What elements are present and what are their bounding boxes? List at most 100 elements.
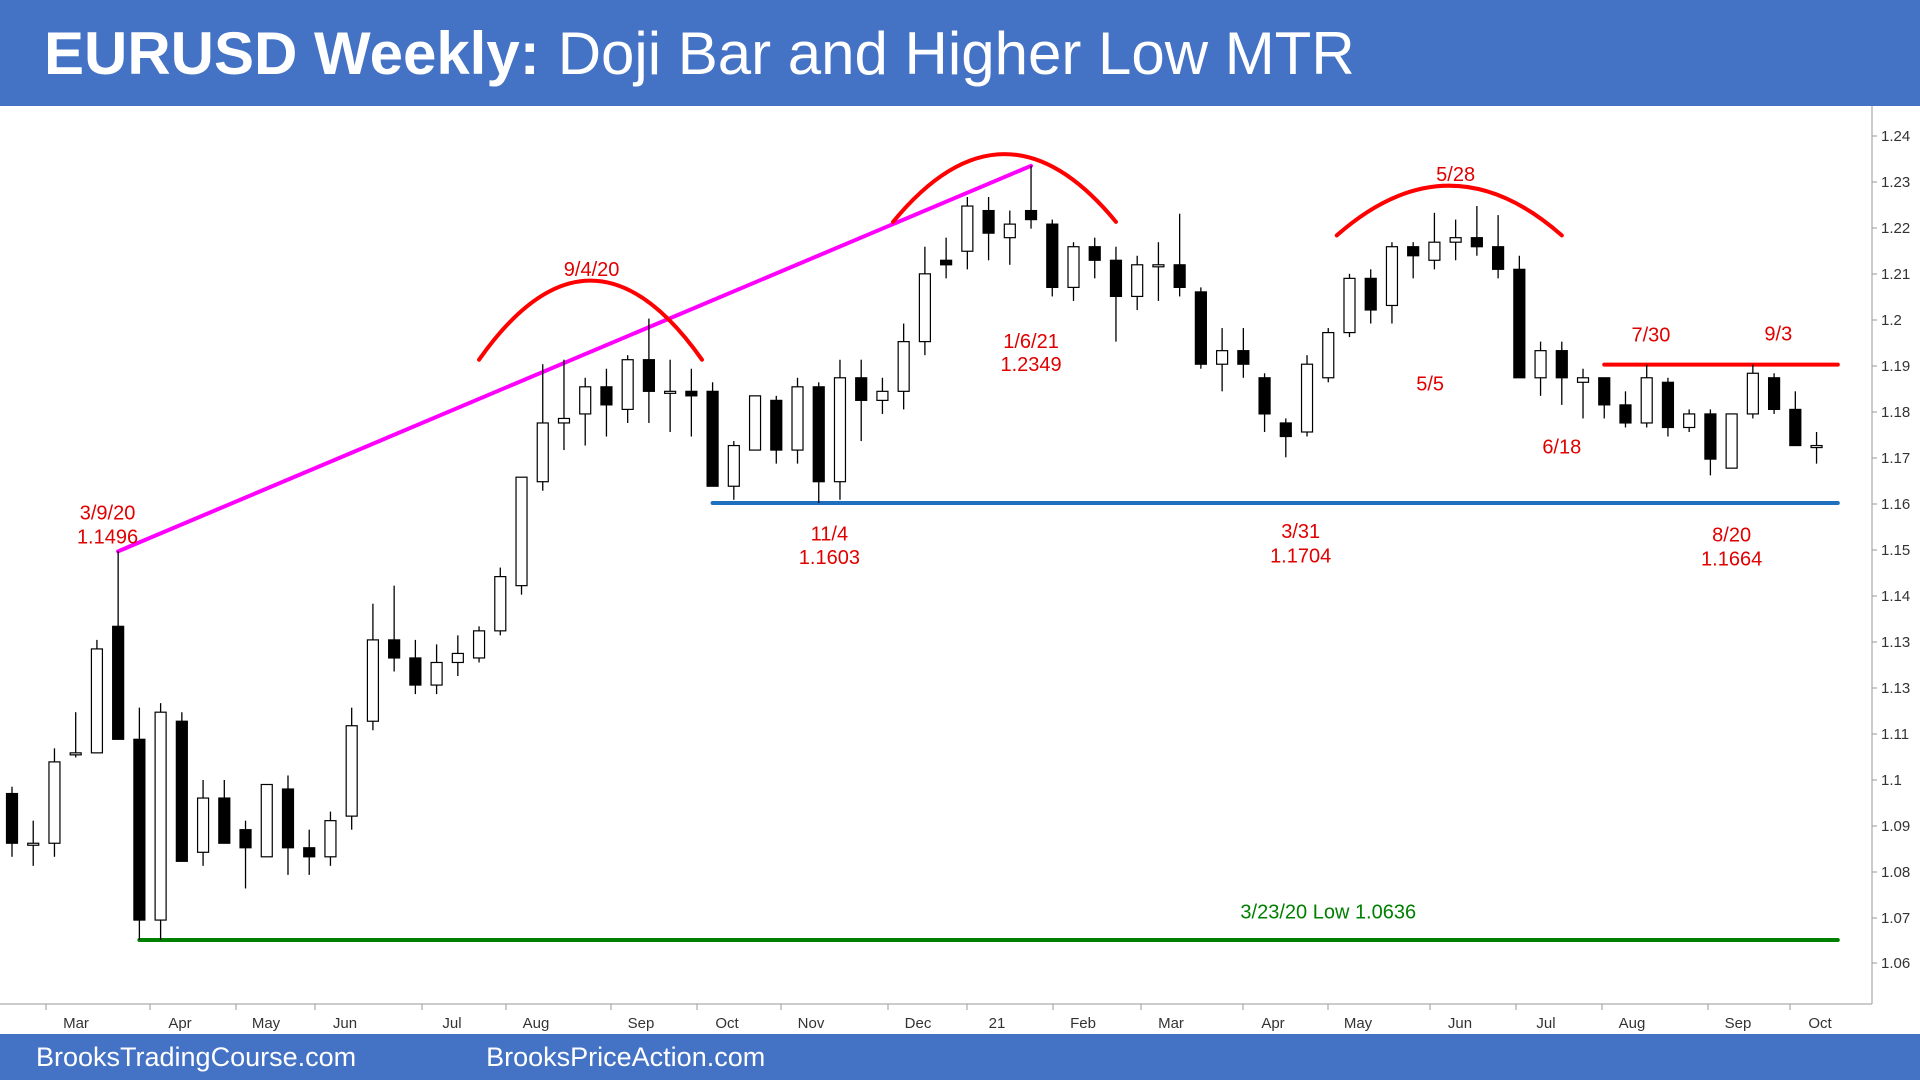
candle-body-bear: [1513, 268, 1526, 379]
arc-sep-2020: [477, 278, 704, 362]
x-tick-label: Sep: [1725, 1015, 1752, 1032]
y-tick-label: 1.19: [1881, 358, 1910, 375]
candle-body-bear: [239, 829, 252, 849]
candle-body-bull: [876, 390, 889, 401]
candle-body-bear: [1767, 377, 1781, 411]
candle-body-bull: [579, 386, 592, 415]
x-tick-label: Jul: [442, 1015, 461, 1032]
candle-body-bear: [1109, 259, 1123, 298]
y-tick-label: 1.2: [1881, 312, 1902, 329]
candle-body-bear: [770, 399, 783, 451]
candle-body-bear: [855, 377, 868, 401]
candle-body-bull: [1300, 363, 1314, 433]
x-tick-label: Jun: [333, 1015, 357, 1032]
x-tick-label: May: [252, 1015, 281, 1032]
footer-link-brookspriceaction[interactable]: BrooksPriceAction.com: [486, 1041, 766, 1072]
candle-body-bear: [1258, 377, 1271, 415]
candle-body-bull: [1810, 444, 1823, 449]
x-tick-label: Aug: [523, 1015, 550, 1032]
y-tick-label: 1.08: [1881, 864, 1910, 881]
x-tick-label: Jun: [1448, 1015, 1472, 1032]
candle-body-bull: [1216, 350, 1229, 365]
annotation-label: 3/9/20: [80, 503, 136, 525]
y-tick-label: 1.22: [1881, 220, 1910, 237]
candle-body-bull: [1576, 377, 1590, 383]
x-tick-label: Dec: [905, 1015, 932, 1032]
candle-body-bull: [69, 752, 82, 756]
candle-body-bull: [961, 205, 974, 252]
candle-body-bear: [112, 625, 125, 740]
candle-body-bear: [1407, 246, 1420, 257]
footer-link-brookstradingcourse[interactable]: BrooksTradingCourse.com: [36, 1041, 357, 1072]
candle-body-bull: [345, 725, 358, 817]
candle-body-bear: [1704, 413, 1717, 460]
x-tick-label: Aug: [1619, 1015, 1646, 1032]
candle-body-bull: [833, 377, 847, 483]
y-tick-label: 1.18: [1881, 404, 1910, 421]
y-tick-label: 1.07: [1881, 910, 1910, 927]
candlestick-chart: 1.24 1.23 1.22 1.21 1.2 1.19 1.18 1.17 1.16 1.15 1…: [0, 106, 1910, 1032]
y-tick-label: 1.21: [1881, 266, 1910, 283]
annotation-label: 3/23/20 Low 1.0636: [1240, 901, 1416, 923]
candle-body-bull: [748, 395, 762, 451]
annotation-label: 3/31: [1281, 521, 1320, 543]
annotation-label: 1.1704: [1270, 546, 1331, 568]
candle-body-bear: [940, 259, 953, 266]
candle-body-bear: [982, 209, 995, 234]
candle-body-bear: [175, 720, 188, 862]
x-tick-label: Oct: [715, 1015, 739, 1032]
candle-body-bear: [133, 738, 146, 921]
annotation-label: 9/4/20: [564, 259, 620, 281]
annotation-label: 5/28: [1436, 164, 1475, 186]
annotation-label: 6/18: [1542, 437, 1581, 459]
candle-body-bull: [1534, 350, 1547, 379]
footer-bar: BrooksTradingCourse.com BrooksPriceActio…: [0, 1034, 1920, 1080]
candle-body-bull: [430, 661, 443, 686]
candle-body-bull: [727, 444, 740, 487]
candle-body-bear: [1279, 422, 1292, 438]
y-tick-label: 1.15: [1881, 542, 1910, 559]
candle-body-bear: [1619, 404, 1632, 424]
candle-body-bear: [1364, 277, 1377, 311]
candle-body-bear: [1470, 237, 1483, 248]
x-tick-label: Mar: [1158, 1015, 1184, 1032]
x-tick-label: Apr: [1261, 1015, 1284, 1032]
candle-body-bull: [1449, 237, 1462, 243]
candle-body-bear: [5, 792, 19, 844]
x-tick-label: Jul: [1536, 1015, 1555, 1032]
x-tick-label: Nov: [798, 1015, 825, 1032]
candle-body-bear: [1173, 264, 1186, 288]
candle-body-bear: [409, 657, 422, 686]
annotation-label: 11/4: [811, 523, 848, 545]
trendline: [116, 163, 1034, 554]
candle-body-bull: [90, 648, 104, 754]
candle-body-bear: [218, 797, 231, 844]
candle-body-bear: [1598, 377, 1611, 406]
arc-may-2021: [1334, 183, 1564, 238]
candle-body-bull: [27, 842, 40, 846]
candle-body-bear: [642, 359, 656, 392]
annotation-label: 8/20: [1712, 524, 1751, 546]
annotation-label: 1.2349: [1000, 354, 1061, 376]
candle-body-bear: [303, 847, 316, 858]
x-tick-label: Mar: [63, 1015, 89, 1032]
y-tick-label: 1.11: [1881, 726, 1909, 743]
candle-body-bull: [1152, 264, 1165, 268]
candle-body-bull: [1640, 377, 1653, 424]
x-tick-label: Feb: [1070, 1015, 1096, 1032]
x-tick-label: 21: [989, 1015, 1006, 1032]
y-tick-label: 1.14: [1881, 588, 1910, 605]
candle-body-bull: [154, 711, 167, 921]
candle-body-bull: [897, 341, 910, 392]
candle-body-bear: [388, 639, 401, 659]
candle-body-bear: [1194, 291, 1207, 365]
candle-body-bull: [1385, 246, 1399, 307]
candle-body-bear: [600, 386, 613, 406]
y-tick-label: 1.06: [1881, 955, 1910, 972]
annotation-label: 7/30: [1631, 325, 1670, 347]
candle-body-bull: [1067, 246, 1080, 288]
candle-body-bull: [918, 273, 931, 343]
candle-body-bull: [664, 390, 677, 394]
candle-body-bull: [536, 422, 549, 483]
candle-body-bear: [685, 390, 698, 397]
